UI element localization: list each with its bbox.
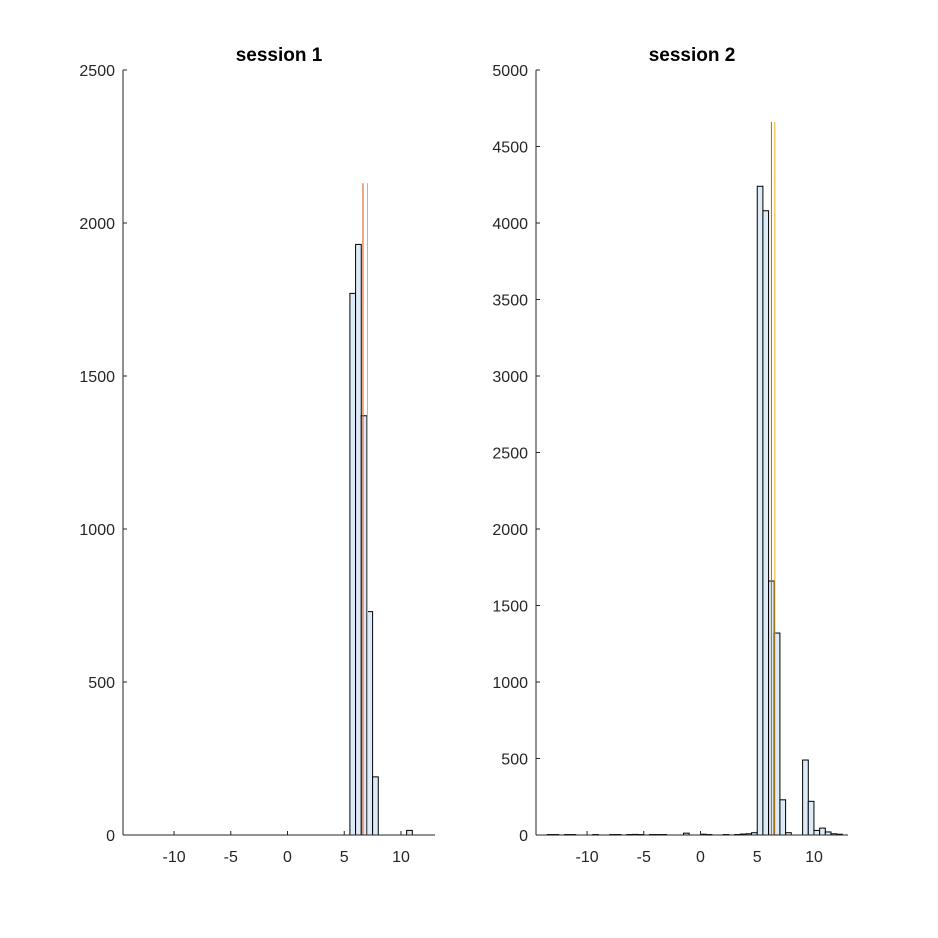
histogram-bar: [808, 801, 814, 835]
y-tick-label: 1500: [79, 369, 115, 386]
histogram-bar: [373, 777, 379, 835]
y-tick-label: 4500: [492, 140, 528, 157]
histogram-bar: [820, 828, 826, 835]
y-tick-label: 2500: [79, 63, 115, 80]
histogram-bar: [350, 293, 356, 835]
y-tick-label: 3500: [492, 293, 528, 310]
y-tick-label: 4000: [492, 216, 528, 233]
x-tick-label: -10: [575, 849, 598, 866]
histogram-bar: [814, 830, 820, 835]
histogram-bar: [757, 186, 763, 835]
histogram-bar: [780, 800, 786, 835]
y-tick-label: 2000: [79, 216, 115, 233]
y-tick-label: 500: [501, 752, 528, 769]
y-tick-label: 3000: [492, 369, 528, 386]
y-tick-label: 0: [519, 828, 528, 845]
x-tick-label: 10: [805, 849, 823, 866]
axes-session-2: 0 500 1000 1500 2000 2500 3000 3500 4000 4500 5000…: [492, 45, 848, 866]
x-tick-label: -10: [162, 849, 185, 866]
chart-title: session 2: [649, 45, 736, 66]
x-tick-label: 5: [753, 849, 762, 866]
y-tick-label: 1500: [492, 599, 528, 616]
x-tick-label: 5: [340, 849, 349, 866]
x-tick-label: 10: [392, 849, 410, 866]
axes-session-1: 0 500 1000 1500 2000 2500 -10 -5 0 5 10 session 1: [79, 45, 435, 866]
chart-title: session 1: [236, 45, 323, 66]
y-tick-label: 1000: [79, 522, 115, 539]
y-tick-label: 1000: [492, 675, 528, 692]
histogram-bar: [407, 830, 413, 835]
y-tick-label: 2000: [492, 522, 528, 539]
y-tick-label: 500: [88, 675, 115, 692]
y-tick-label: 0: [106, 828, 115, 845]
x-tick-label: -5: [637, 849, 651, 866]
x-tick-label: 0: [283, 849, 292, 866]
histogram-bar: [803, 760, 809, 835]
histogram-bar: [763, 211, 769, 835]
x-tick-label: -5: [224, 849, 238, 866]
y-tick-label: 2500: [492, 446, 528, 463]
x-tick-label: 0: [696, 849, 705, 866]
histogram-bar: [356, 244, 362, 835]
y-tick-label: 5000: [492, 63, 528, 80]
histogram-bar: [361, 416, 367, 835]
